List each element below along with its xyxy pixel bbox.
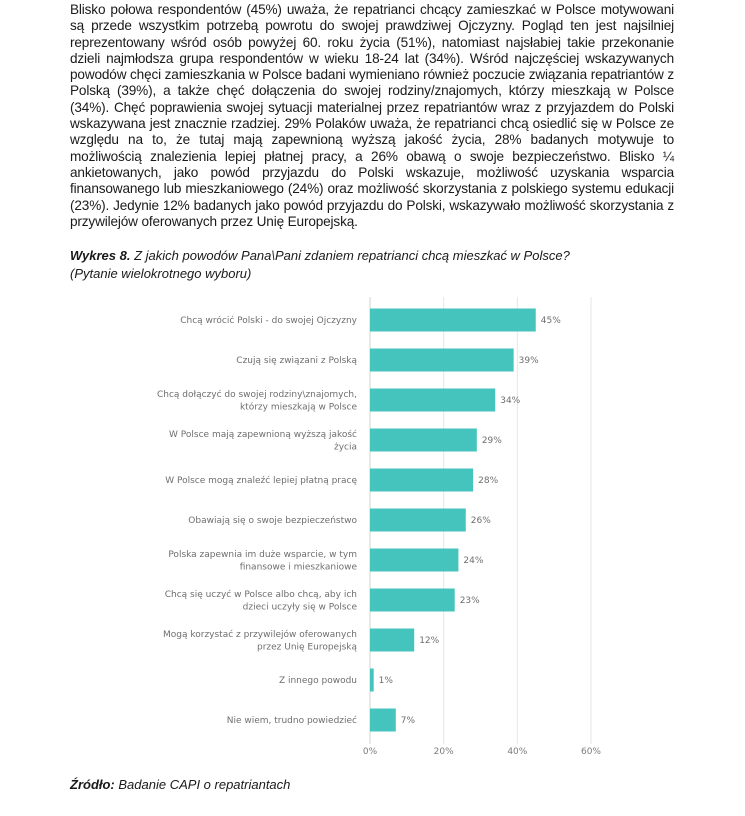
bar <box>370 548 459 572</box>
data-label: 28% <box>478 476 498 486</box>
category-label: przez Unię Europejską <box>257 642 358 652</box>
source-text: Badanie CAPI o repatriantach <box>118 777 291 792</box>
data-label: 1% <box>379 676 394 686</box>
category-label: Polska zapewnia im duże wsparcie, w tym <box>168 550 357 560</box>
source-label: Źródło: <box>70 777 115 792</box>
caption-title: Z jakich powodów Pana\Pani zdaniem repat… <box>134 248 570 263</box>
x-tick-label: 60% <box>581 747 601 757</box>
source-note: Źródło: Badanie CAPI o repatriantach <box>70 777 290 792</box>
bar <box>370 308 536 332</box>
data-label: 45% <box>541 316 561 326</box>
category-label: W Polsce mogą znaleźć lepiej płatną prac… <box>165 475 357 486</box>
category-label: Chcą się uczyć w Polsce albo chcą, aby i… <box>165 589 357 600</box>
category-label: Obawiają się o swoje bezpieczeństwo <box>188 516 357 526</box>
x-tick-label: 0% <box>363 747 378 757</box>
data-label: 23% <box>460 596 480 606</box>
category-label: Z innego powodu <box>279 676 357 686</box>
data-label: 12% <box>419 636 439 646</box>
bar <box>370 388 496 412</box>
category-label: Mogą korzystać z przywilejów oferowanych <box>163 629 357 640</box>
data-label: 34% <box>500 396 520 406</box>
bar <box>370 628 415 652</box>
category-label: życia <box>334 442 357 452</box>
category-label: Czują się związani z Polską <box>236 356 357 366</box>
bar <box>370 428 477 452</box>
caption-label: Wykres 8. <box>70 248 131 263</box>
category-label: W Polsce mają zapewnioną wyższą jakość <box>169 429 357 440</box>
x-tick-label: 40% <box>507 747 527 757</box>
category-label: Chcą dołączyć do swojej rodziny\znajomyc… <box>157 389 357 400</box>
body-paragraph: Blisko połowa respondentów (45%) uważa, … <box>70 2 674 229</box>
data-label: 24% <box>463 556 483 566</box>
caption-subtitle: (Pytanie wielokrotnego wyboru) <box>70 266 252 281</box>
chart-caption: Wykres 8. Z jakich powodów Pana\Pani zda… <box>70 247 690 283</box>
data-label: 39% <box>519 356 539 366</box>
data-label: 7% <box>401 716 416 726</box>
bar <box>370 468 474 492</box>
bar <box>370 668 374 692</box>
category-label: Nie wiem, trudno powiedzieć <box>227 715 357 726</box>
bar <box>370 508 466 532</box>
bar <box>370 348 514 372</box>
data-label: 29% <box>482 436 502 446</box>
category-label: którzy mieszkają w Polsce <box>240 401 357 412</box>
x-tick-label: 20% <box>434 747 454 757</box>
category-label: Chcą wrócić Polski - do swojej Ojczyzny <box>180 315 357 326</box>
category-label: dzieci uczyły się w Polsce <box>243 602 358 612</box>
bar <box>370 588 455 612</box>
bar <box>370 708 396 732</box>
category-label: finansowe i mieszkaniowe <box>240 562 358 572</box>
data-label: 26% <box>471 516 491 526</box>
